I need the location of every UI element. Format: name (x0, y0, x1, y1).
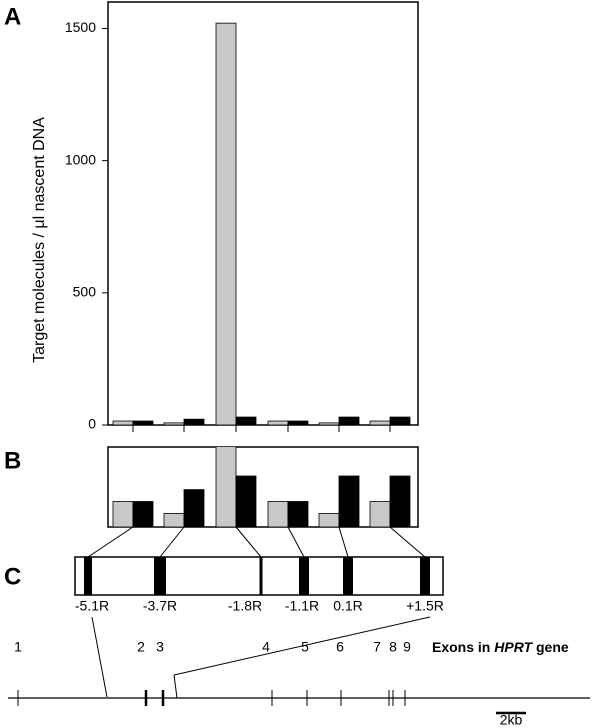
exon-label: 4 (262, 639, 270, 655)
zoom-bars (112, 447, 411, 527)
bar (389, 416, 411, 426)
bar (183, 418, 205, 426)
bar (369, 420, 391, 426)
zoom-bar (183, 489, 205, 527)
bar (318, 422, 340, 426)
connector (338, 526, 349, 558)
bar (215, 22, 237, 426)
panel-label: B (4, 447, 21, 474)
zoom-bar (235, 475, 257, 527)
zoom-frame (107, 446, 419, 528)
bar (235, 416, 257, 426)
x-tick-label: -1.8R (228, 598, 262, 614)
x-tick-label: +1.5R (406, 598, 444, 614)
caption-text: gene (536, 639, 569, 655)
zoom-bar (112, 501, 134, 527)
caption-gene: HPRT (494, 639, 533, 655)
x-tick-label: -1.1R (285, 598, 319, 614)
connector (159, 526, 185, 558)
region-map (74, 556, 444, 596)
connector (235, 526, 262, 558)
connector (389, 526, 426, 558)
region-band (299, 557, 309, 595)
zoom-bar (287, 501, 309, 527)
caption-text: Exons in (432, 639, 490, 655)
zoom-bar (389, 475, 411, 527)
y-axis-label: Target molecules / μl nascent DNA (31, 117, 48, 363)
zoom-bar (267, 501, 289, 527)
bar (132, 420, 154, 426)
exon-label: 3 (156, 639, 164, 655)
exon-label: 5 (301, 639, 309, 655)
y-tick-label: 500 (73, 284, 97, 300)
zoom-bar (163, 513, 185, 527)
y-tick-label: 1000 (65, 151, 96, 167)
region-band (259, 557, 263, 595)
exon-label: 8 (389, 639, 397, 655)
bar (112, 420, 134, 426)
panel-label: A (4, 3, 21, 30)
x-tick-label: -3.7R (143, 598, 177, 614)
y-tick-label: 0 (88, 416, 96, 432)
bar (163, 422, 185, 426)
exon-label: 9 (403, 639, 411, 655)
connector (87, 526, 134, 558)
connector (287, 526, 305, 558)
zoom-bar (338, 475, 360, 527)
exon-label: 6 (336, 639, 344, 655)
region-band (343, 557, 353, 595)
zoom-bar (318, 513, 340, 527)
gene-caption: Exons in HPRT gene (432, 639, 569, 655)
scale-label: 2kb (500, 712, 523, 728)
panel-label: C (4, 563, 21, 590)
exon-label: 2 (137, 639, 145, 655)
x-tick-label: -5.1R (75, 598, 109, 614)
region-band (84, 557, 92, 595)
zoom-line (173, 674, 178, 699)
y-tick-label: 1500 (65, 19, 96, 35)
zoom-line (91, 616, 108, 698)
bar (287, 420, 309, 426)
exon-label: 7 (373, 639, 381, 655)
zoom-bar (369, 501, 391, 527)
bar (338, 416, 360, 426)
exon-label: 1 (14, 639, 22, 655)
plot-frame (107, 1, 419, 426)
region-band (154, 557, 166, 595)
region-band (420, 557, 430, 595)
bar (267, 420, 289, 426)
zoom-bar (132, 501, 154, 527)
zoom-line (173, 616, 431, 676)
x-tick-label: 0.1R (333, 598, 363, 614)
zoom-bar (215, 447, 237, 527)
